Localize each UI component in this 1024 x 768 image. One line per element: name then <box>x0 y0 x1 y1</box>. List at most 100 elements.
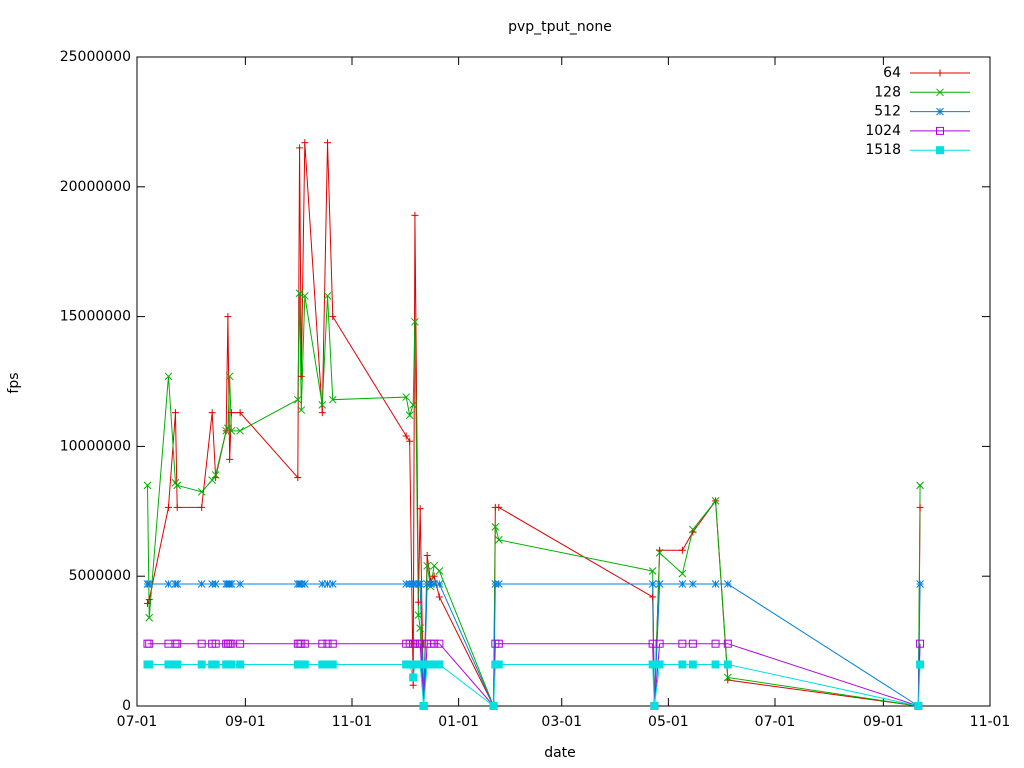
marker <box>411 211 419 219</box>
marker <box>328 639 337 648</box>
marker <box>329 313 337 321</box>
marker <box>323 639 332 648</box>
marker <box>300 660 309 669</box>
marker <box>211 471 220 479</box>
marker <box>916 481 924 490</box>
marker <box>711 580 720 588</box>
marker <box>300 291 309 300</box>
marker <box>171 409 179 417</box>
marker <box>678 639 687 648</box>
marker <box>236 639 245 648</box>
x-tick-label: 07-01 <box>755 714 796 730</box>
marker <box>936 69 944 77</box>
plot-frame <box>136 56 991 707</box>
marker <box>648 580 657 588</box>
marker <box>173 503 181 511</box>
marker <box>145 660 154 669</box>
marker <box>423 561 432 570</box>
marker <box>227 409 235 417</box>
marker <box>324 139 332 147</box>
marker <box>723 660 732 669</box>
marker <box>173 660 182 669</box>
marker <box>227 639 236 648</box>
x-tick-label: 11-01 <box>332 714 373 730</box>
x-tick-label: 07-01 <box>117 714 158 730</box>
legend-label: 64 <box>883 65 901 81</box>
marker <box>419 702 428 710</box>
marker <box>650 702 659 710</box>
legend-label: 1024 <box>865 123 901 139</box>
x-axis-label: date <box>544 745 576 761</box>
marker <box>293 395 302 404</box>
x-tick-label: 09-01 <box>225 714 266 730</box>
marker <box>435 593 443 601</box>
marker <box>145 613 154 622</box>
marker <box>416 505 424 513</box>
y-tick-label: 25000000 <box>60 49 131 65</box>
marker <box>208 476 217 485</box>
marker <box>649 593 657 601</box>
marker <box>211 639 220 648</box>
marker <box>409 673 418 682</box>
marker <box>655 548 664 557</box>
marker <box>916 503 924 511</box>
marker <box>300 580 309 588</box>
marker <box>435 580 444 588</box>
marker <box>491 523 500 531</box>
marker <box>328 660 337 669</box>
marker <box>402 432 410 440</box>
marker <box>405 411 414 420</box>
marker <box>936 126 944 135</box>
marker <box>406 437 414 445</box>
marker <box>648 660 657 669</box>
marker <box>224 424 232 433</box>
marker <box>227 660 236 669</box>
marker <box>416 580 425 588</box>
marker <box>164 660 173 669</box>
marker <box>655 580 664 588</box>
marker <box>409 681 417 689</box>
marker <box>494 660 503 669</box>
x-tick-label: 03-01 <box>541 714 582 730</box>
marker <box>173 580 182 588</box>
marker <box>164 503 172 511</box>
marker <box>328 395 337 404</box>
marker <box>236 426 244 435</box>
x-tick-label: 11-01 <box>970 714 1011 730</box>
marker <box>227 580 236 588</box>
marker <box>489 702 498 710</box>
marker <box>197 487 206 496</box>
marker <box>211 580 220 588</box>
marker <box>711 497 720 505</box>
marker <box>164 580 173 588</box>
chart-title: pvp_tput_none <box>508 19 612 35</box>
legend: 64 128 512 1024 1518 <box>865 65 970 158</box>
marker <box>164 372 173 381</box>
marker <box>301 139 309 147</box>
marker <box>236 660 245 669</box>
marker <box>916 580 924 588</box>
marker <box>688 525 697 534</box>
marker <box>648 567 657 575</box>
marker <box>688 580 697 588</box>
marker <box>936 146 944 155</box>
marker <box>411 317 419 326</box>
marker <box>495 503 503 511</box>
marker <box>198 503 206 511</box>
marker <box>435 567 444 575</box>
marker <box>409 401 418 409</box>
marker <box>494 580 503 588</box>
marker <box>678 546 686 554</box>
marker <box>226 455 234 463</box>
marker <box>494 536 503 544</box>
y-tick-label: 10000000 <box>60 438 131 454</box>
marker <box>224 313 232 321</box>
marker <box>430 639 439 648</box>
marker <box>678 569 687 578</box>
marker <box>318 639 327 648</box>
marker <box>145 639 154 648</box>
marker <box>173 481 182 490</box>
marker <box>208 409 216 417</box>
marker <box>435 639 444 648</box>
marker <box>145 580 154 588</box>
